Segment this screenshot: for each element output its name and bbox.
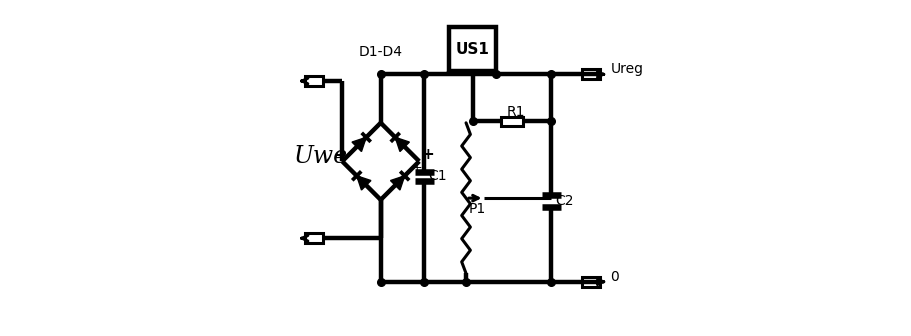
Polygon shape [390,176,404,190]
Text: D1-D4: D1-D4 [359,45,403,59]
Text: +: + [411,161,422,174]
Polygon shape [394,137,409,152]
Text: C2: C2 [555,194,573,208]
Bar [449,28,496,71]
Text: -: - [333,146,340,162]
Text: P1: P1 [468,202,486,216]
Bar [582,277,599,287]
Polygon shape [352,137,366,152]
Bar [582,69,599,79]
Polygon shape [356,176,371,190]
Bar [305,233,322,243]
Text: R1: R1 [507,105,525,119]
Bar [501,117,522,126]
Text: Uwe: Uwe [293,145,347,168]
Bar [305,76,322,86]
Text: Ureg: Ureg [610,62,643,76]
Text: 0: 0 [610,270,619,284]
Text: +: + [421,146,434,162]
Text: US1: US1 [456,42,489,57]
Text: C1: C1 [428,169,446,183]
